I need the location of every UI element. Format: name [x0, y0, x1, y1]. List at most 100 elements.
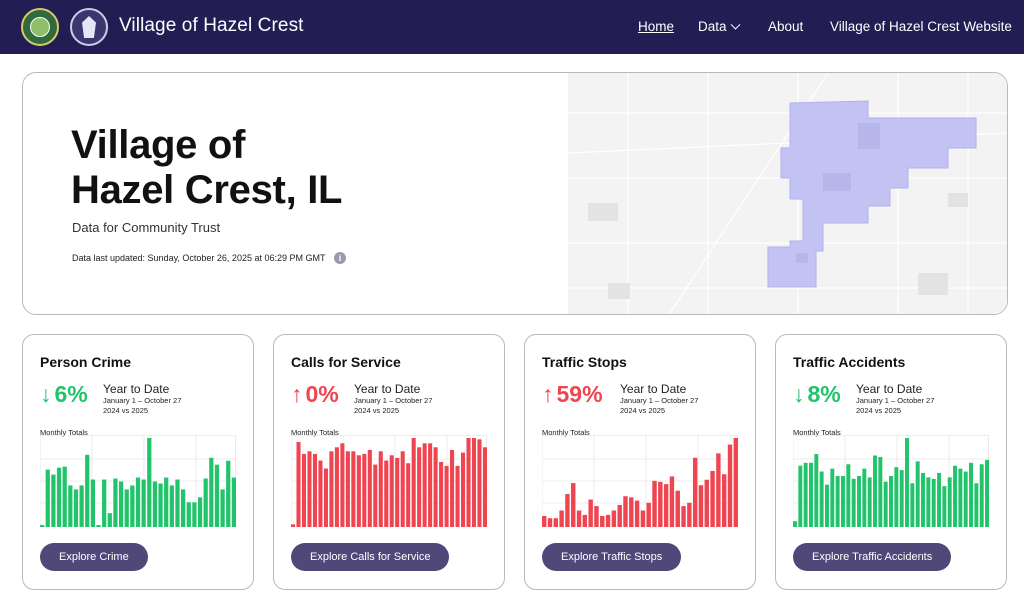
chart-bar[interactable]: [681, 506, 686, 527]
chart-bar[interactable]: [926, 477, 931, 527]
chart-bar[interactable]: [312, 453, 318, 527]
chart-bar[interactable]: [857, 475, 861, 527]
chart-bar[interactable]: [974, 483, 979, 527]
chart-bar[interactable]: [113, 478, 118, 527]
chart-bar[interactable]: [175, 479, 180, 527]
chart-bar[interactable]: [345, 451, 350, 527]
chart-bar[interactable]: [658, 481, 663, 527]
chart-bar[interactable]: [611, 510, 617, 527]
explore-calls-for-service-button[interactable]: Explore Calls for Service: [291, 543, 450, 571]
chart-bar[interactable]: [356, 455, 361, 527]
chart-bar[interactable]: [894, 467, 899, 527]
chart-bar[interactable]: [51, 474, 56, 527]
chart-bar[interactable]: [318, 460, 323, 527]
chart-bar[interactable]: [130, 485, 135, 527]
chart-bar[interactable]: [905, 438, 909, 527]
chart-bar[interactable]: [582, 514, 588, 527]
chart-bar[interactable]: [56, 467, 62, 527]
chart-bar[interactable]: [889, 475, 893, 527]
chart-bar[interactable]: [334, 447, 339, 527]
chart-bar[interactable]: [68, 485, 73, 527]
chart-bar[interactable]: [687, 502, 692, 527]
chart-bar[interactable]: [406, 463, 411, 527]
chart-bar[interactable]: [921, 473, 925, 527]
chart-bar[interactable]: [542, 516, 547, 527]
chart-bar[interactable]: [422, 443, 427, 527]
chart-bar[interactable]: [220, 489, 225, 527]
chart-bar[interactable]: [362, 453, 367, 527]
nav-data-dropdown[interactable]: Data: [698, 19, 740, 34]
chart-bar[interactable]: [455, 465, 460, 527]
chart-bar[interactable]: [226, 460, 231, 527]
chart-bar[interactable]: [367, 449, 372, 527]
chart-bar[interactable]: [450, 449, 455, 527]
nav-home-link[interactable]: Home: [638, 19, 675, 34]
chart-bar[interactable]: [433, 447, 438, 527]
chart-bar[interactable]: [477, 439, 482, 527]
chart-bar[interactable]: [411, 438, 416, 527]
chart-bar[interactable]: [384, 460, 389, 527]
chart-bar[interactable]: [704, 479, 709, 527]
chart-bar[interactable]: [809, 462, 813, 527]
chart-bar[interactable]: [605, 514, 611, 527]
nav-about-link[interactable]: About: [768, 19, 804, 34]
chart-bar[interactable]: [969, 462, 973, 527]
chart-bar[interactable]: [231, 477, 236, 527]
chart-bar[interactable]: [307, 451, 312, 527]
chart-bar[interactable]: [910, 483, 915, 527]
chart-bar[interactable]: [460, 452, 466, 527]
chart-bar[interactable]: [798, 465, 803, 527]
chart-bar[interactable]: [340, 443, 345, 527]
chart-bar[interactable]: [634, 500, 640, 527]
chart-bar[interactable]: [819, 471, 824, 527]
chart-bar[interactable]: [378, 451, 383, 527]
chart-bar[interactable]: [141, 479, 146, 527]
chart-bar[interactable]: [588, 499, 593, 527]
chart-bar[interactable]: [937, 473, 941, 527]
chart-bar[interactable]: [873, 455, 877, 527]
chart-bar[interactable]: [124, 489, 129, 527]
chart-bar[interactable]: [428, 443, 433, 527]
chart-bar[interactable]: [45, 469, 50, 527]
chart-bar[interactable]: [710, 470, 715, 527]
chart-bar[interactable]: [90, 479, 95, 527]
chart-bar[interactable]: [830, 468, 835, 527]
chart-bar[interactable]: [953, 465, 957, 527]
chart-bar[interactable]: [793, 521, 797, 527]
chart-bar[interactable]: [291, 524, 296, 527]
chart-bar[interactable]: [692, 457, 698, 527]
chart-bar[interactable]: [107, 513, 112, 527]
chart-bar[interactable]: [209, 457, 214, 527]
chart-bar[interactable]: [862, 468, 867, 527]
chart-bar[interactable]: [878, 456, 883, 527]
chart-bar[interactable]: [594, 506, 599, 527]
chart-bar[interactable]: [118, 481, 124, 527]
chart-bar[interactable]: [73, 489, 79, 527]
chart-bar[interactable]: [571, 483, 576, 527]
nav-website-link[interactable]: Village of Hazel Crest Website: [830, 19, 1012, 34]
chart-bar[interactable]: [547, 518, 553, 527]
chart-bar[interactable]: [727, 444, 733, 527]
chart-bar[interactable]: [565, 494, 570, 527]
chart-bar[interactable]: [296, 441, 301, 527]
chart-bar[interactable]: [931, 478, 936, 527]
chart-bar[interactable]: [629, 497, 634, 527]
chart-bar[interactable]: [439, 461, 444, 527]
chart-bar[interactable]: [985, 459, 989, 527]
chart-bar[interactable]: [417, 447, 422, 527]
chart-bar[interactable]: [979, 464, 984, 527]
village-seal-logo[interactable]: [21, 8, 59, 46]
chart-bar[interactable]: [192, 502, 197, 527]
chart-bar[interactable]: [214, 464, 220, 527]
explore-crime-button[interactable]: Explore Crime: [40, 543, 148, 571]
chart-bar[interactable]: [471, 438, 477, 527]
chart-bar[interactable]: [803, 462, 808, 527]
explore-traffic-stops-button[interactable]: Explore Traffic Stops: [542, 543, 682, 571]
chart-bar[interactable]: [181, 489, 186, 527]
chart-bar[interactable]: [40, 525, 45, 527]
chart-bar[interactable]: [640, 510, 646, 527]
chart-bar[interactable]: [883, 481, 888, 527]
chart-bar[interactable]: [576, 510, 582, 527]
chart-bar[interactable]: [646, 502, 651, 527]
chart-bar[interactable]: [158, 483, 163, 527]
